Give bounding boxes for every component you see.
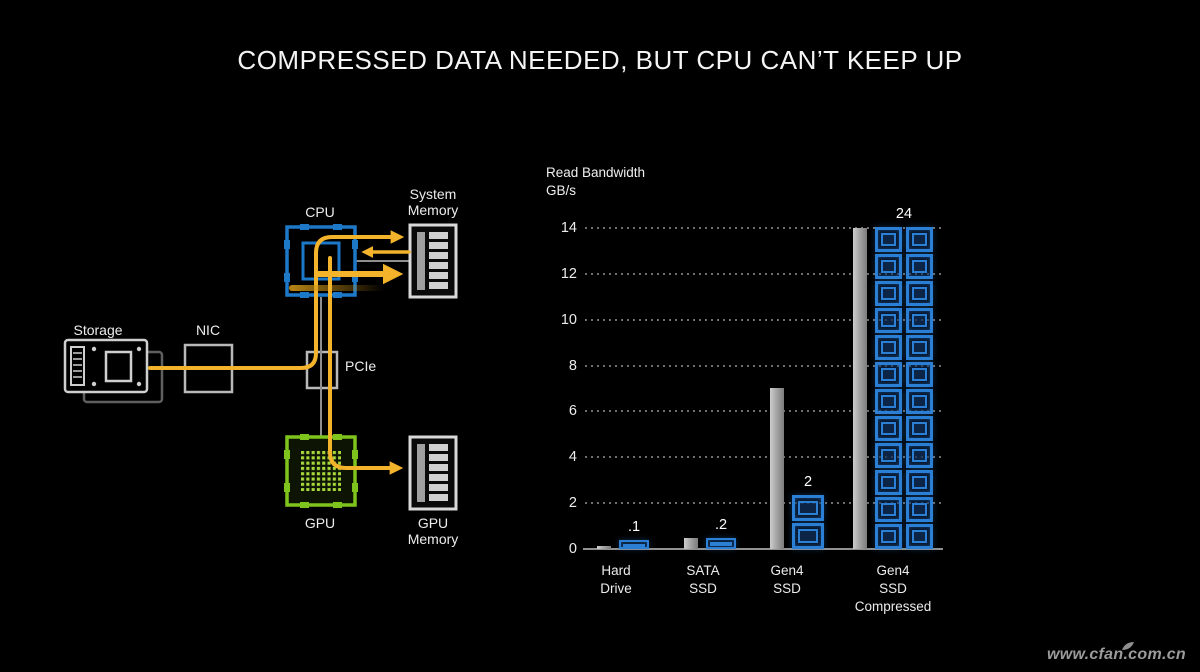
y-tick-label: 8 [568, 357, 577, 374]
gpu-label: GPU [304, 515, 336, 531]
y-tick-label: 10 [560, 311, 577, 328]
category-label: Hard Drive [600, 563, 632, 596]
cpu-chip [875, 443, 902, 468]
cpu-chip [906, 443, 933, 468]
cpu-chip [906, 254, 933, 279]
y-gridline [585, 272, 941, 275]
y-tick-label: 6 [568, 403, 577, 420]
cpu-chip [875, 470, 902, 495]
cpu-chip [792, 495, 824, 521]
leaf-icon [1121, 638, 1135, 656]
category-label: SATA SSD [686, 563, 720, 596]
y-tick-label: 2 [568, 495, 577, 512]
cpu-chip [906, 227, 933, 252]
data-flow-arrows [148, 230, 411, 475]
bandwidth-bar [853, 228, 867, 549]
cpu-chip [906, 497, 933, 522]
watermark-text: www.cfan.com.cn [1046, 646, 1186, 663]
cpu-chip [906, 470, 933, 495]
cpu-chip [875, 362, 902, 387]
chip-count-label: .1 [627, 519, 641, 535]
chip-count-label: 24 [895, 206, 913, 222]
bandwidth-bar [684, 538, 698, 549]
cpu-label: CPU [305, 204, 335, 220]
cpu-chip [875, 416, 902, 441]
cpu-chip [875, 389, 902, 414]
y-tick-label: 0 [568, 541, 577, 557]
watermark: www.cfan.com.cn [1046, 642, 1186, 664]
cpu-chip [875, 227, 902, 252]
gpu-icon [284, 434, 358, 508]
cpu-chip [906, 362, 933, 387]
storage-label: Storage [73, 322, 123, 338]
cpu-chip [875, 335, 902, 360]
category-label: Gen4 SSD Compressed [854, 563, 932, 614]
cpu-chip [875, 524, 902, 549]
cpu-chip [875, 281, 902, 306]
cpu-icon [284, 224, 358, 298]
cpu-chip [706, 538, 736, 549]
slide-title: COMPRESSED DATA NEEDED, BUT CPU CAN’T KE… [237, 45, 963, 75]
flow-cpu-to-gpu-memory [328, 256, 404, 475]
y-gridline [585, 227, 941, 229]
nic-label: NIC [195, 322, 221, 338]
bandwidth-bar [597, 546, 611, 549]
cpu-chip [619, 540, 649, 549]
y-tick-label: 4 [568, 449, 577, 466]
storage-icon [63, 338, 164, 404]
cpu-chip [906, 524, 933, 549]
cpu-chip [906, 389, 933, 414]
y-gridline [585, 364, 941, 367]
y-tick-label: 12 [560, 265, 577, 282]
cpu-chip [792, 523, 824, 549]
y-gridline [585, 502, 941, 505]
y-gridline [585, 318, 941, 321]
system-memory-label: System Memory [407, 186, 459, 218]
pcie-label: PCIe [345, 358, 377, 374]
category-label: Gen4 SSD [770, 563, 804, 596]
chart-axis-title: Read Bandwidth GB/s [546, 165, 646, 198]
gpu-memory-label: GPU Memory [407, 515, 459, 547]
cpu-chip [906, 416, 933, 441]
chip-count-label: 2 [803, 474, 813, 490]
cpu-chip [906, 335, 933, 360]
y-tick-label: 14 [560, 220, 577, 236]
gpu-memory-icon [408, 435, 458, 511]
bandwidth-bar [770, 388, 784, 549]
cpu-chip [875, 497, 902, 522]
flow-storage-to-memory [148, 230, 405, 370]
cpu-chip [906, 281, 933, 306]
x-axis-line [583, 548, 943, 550]
cpu-chip [875, 308, 902, 333]
system-memory-icon [408, 223, 458, 299]
chip-count-label: .2 [714, 517, 728, 533]
y-gridline [585, 410, 941, 413]
cpu-chip [906, 308, 933, 333]
y-gridline [585, 456, 941, 459]
cpu-chip [875, 254, 902, 279]
